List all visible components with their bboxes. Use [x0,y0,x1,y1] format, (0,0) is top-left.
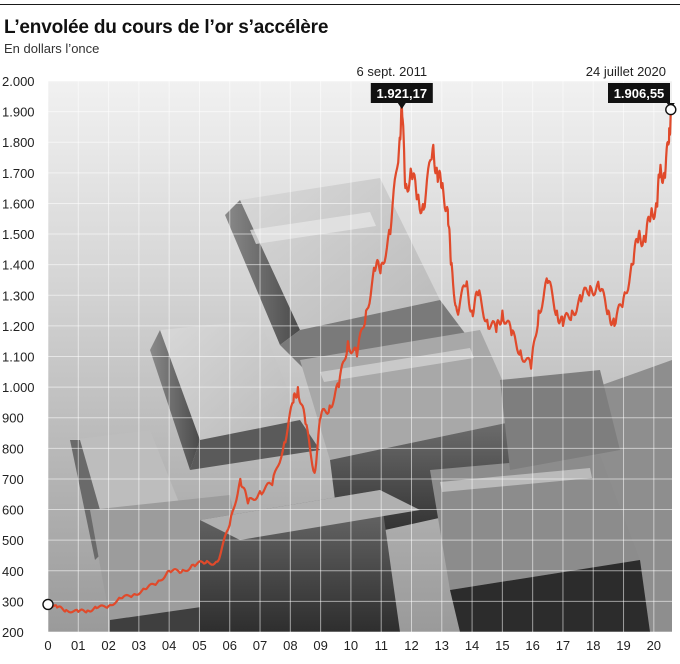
y-tick-label: 2.000 [2,74,35,89]
gold-price-line [47,99,672,614]
x-tick-label: 09 [313,638,327,653]
x-tick-label: 03 [132,638,146,653]
x-tick-label: 16 [525,638,539,653]
annotation-value-box [370,83,433,103]
x-tick-label: 0 [44,638,51,653]
y-tick-label: 800 [2,441,24,456]
y-tick-label: 500 [2,533,24,548]
x-tick-label: 04 [162,638,176,653]
x-axis-ticks: 0 01 02 03 04 05 06 07 08 09 10 11 12 13 14 15 16 17 18 19 2… [44,638,661,653]
y-tick-label: 1.700 [2,166,35,181]
x-tick-label: 15 [495,638,509,653]
chart-subtitle: En dollars l’once [4,41,100,56]
x-tick-label: 18 [586,638,600,653]
y-tick-label: 300 [2,594,24,609]
x-tick-label: 13 [435,638,449,653]
x-tick-label: 06 [223,638,237,653]
top-rule [0,4,680,5]
y-tick-label: 900 [2,411,24,426]
y-tick-label: 1.000 [2,380,35,395]
x-tick-label: 10 [344,638,358,653]
y-tick-label: 600 [2,503,24,518]
x-tick-label: 20 [647,638,661,653]
chart-annotations: 6 sept. 2011 1.921,17 24 juillet 2020 1.906… [357,64,677,116]
y-tick-label: 1.400 [2,258,35,273]
y-tick-label: 1.800 [2,135,35,150]
y-tick-label: 1.900 [2,105,35,120]
y-tick-label: 700 [2,472,24,487]
y-tick-label: 400 [2,564,24,579]
chart-grid [47,80,672,633]
y-tick-label: 1.500 [2,227,35,242]
annotation-pointer [397,103,406,109]
start-point-marker [42,598,54,611]
x-tick-label: 01 [71,638,85,653]
x-tick-label: 08 [283,638,297,653]
y-tick-label: 200 [2,625,24,640]
annotation-date: 24 juillet 2020 [586,64,666,79]
chart-title: L’envolée du cours de l’or s’accélère [4,17,329,38]
x-tick-label: 11 [374,638,388,653]
y-tick-label: 1.200 [2,319,35,334]
x-tick-label: 02 [101,638,115,653]
annotation-date: 6 sept. 2011 [357,64,428,79]
x-tick-label: 05 [192,638,206,653]
x-tick-label: 14 [465,638,479,653]
y-tick-label: 1.600 [2,196,35,211]
y-tick-label: 1.100 [2,350,35,365]
x-tick-label: 19 [616,638,630,653]
annotation-value: 1.921,17 [376,86,427,101]
end-point-marker [665,103,677,116]
annotation-value: 1.906,55 [614,86,665,101]
annotation-value-box [608,83,670,103]
x-tick-label: 07 [253,638,267,653]
x-tick-label: 12 [404,638,418,653]
x-tick-label: 17 [556,638,570,653]
y-tick-label: 1.300 [2,288,35,303]
gold-price-series [42,99,672,614]
y-axis-ticks: 200 300 400 500 600 700 800 900 1.000 1.100 1.200 1… [2,74,35,640]
